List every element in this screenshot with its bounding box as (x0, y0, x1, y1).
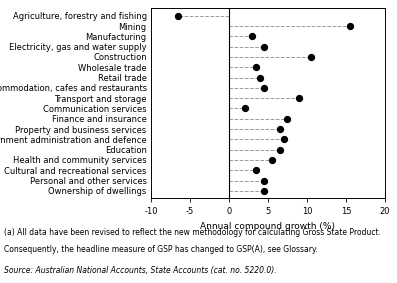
Point (261, 189, 267, 193)
X-axis label: Annual compound growth (%): Annual compound growth (%) (200, 222, 335, 231)
Point (241, 106, 248, 111)
Text: Consequently, the headline measure of GSP has changed to GSP(A), see Glossary.: Consequently, the headline measure of GS… (4, 245, 318, 254)
Point (308, 55, 314, 59)
Point (249, 34, 256, 38)
Point (347, 24, 353, 28)
Point (261, 178, 267, 183)
Point (269, 158, 275, 162)
Point (276, 127, 283, 131)
Point (284, 117, 291, 121)
Point (280, 137, 287, 142)
Point (261, 44, 267, 49)
Point (261, 85, 267, 90)
Text: Source: Australian National Accounts, State Accounts (cat. no. 5220.0).: Source: Australian National Accounts, St… (4, 266, 277, 275)
Point (253, 65, 260, 70)
Point (276, 147, 283, 152)
Point (175, 13, 181, 18)
Point (296, 96, 303, 100)
Text: (a) All data have been revised to reflect the new methodology for calculating Gr: (a) All data have been revised to reflec… (4, 228, 381, 237)
Point (257, 75, 263, 80)
Point (253, 168, 260, 173)
